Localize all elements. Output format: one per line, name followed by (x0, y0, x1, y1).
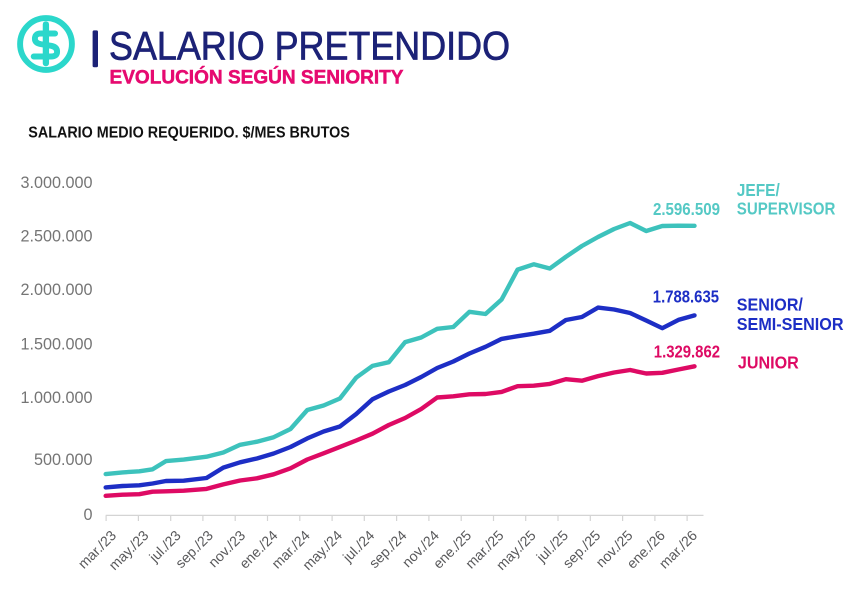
svg-text:1.000.000: 1.000.000 (20, 389, 92, 407)
svg-text:EVOLUCIÓN SEGÚN SENIORITY: EVOLUCIÓN SEGÚN SENIORITY (110, 64, 404, 88)
svg-text:1.329.862: 1.329.862 (654, 342, 720, 362)
svg-text:1.500.000: 1.500.000 (20, 335, 92, 353)
svg-text:2.500.000: 2.500.000 (20, 227, 92, 245)
svg-text:500.000: 500.000 (34, 451, 93, 469)
svg-text:2.596.509: 2.596.509 (653, 199, 720, 219)
svg-text:0: 0 (83, 506, 92, 524)
svg-text:SEMI-SENIOR: SEMI-SENIOR (737, 314, 844, 334)
svg-text:2.000.000: 2.000.000 (20, 281, 92, 299)
svg-text:SALARIO PRETENDIDO: SALARIO PRETENDIDO (109, 24, 510, 68)
svg-text:SENIOR/: SENIOR/ (737, 295, 803, 315)
svg-text:1.788.635: 1.788.635 (653, 287, 719, 307)
svg-text:JEFE/: JEFE/ (737, 180, 780, 200)
svg-text:3.000.000: 3.000.000 (20, 174, 92, 192)
svg-text:JUNIOR: JUNIOR (738, 353, 799, 373)
svg-text:SALARIO MEDIO REQUERIDO. $/MES: SALARIO MEDIO REQUERIDO. $/MES BRUTOS (28, 124, 350, 141)
svg-text:SUPERVISOR: SUPERVISOR (737, 199, 836, 219)
